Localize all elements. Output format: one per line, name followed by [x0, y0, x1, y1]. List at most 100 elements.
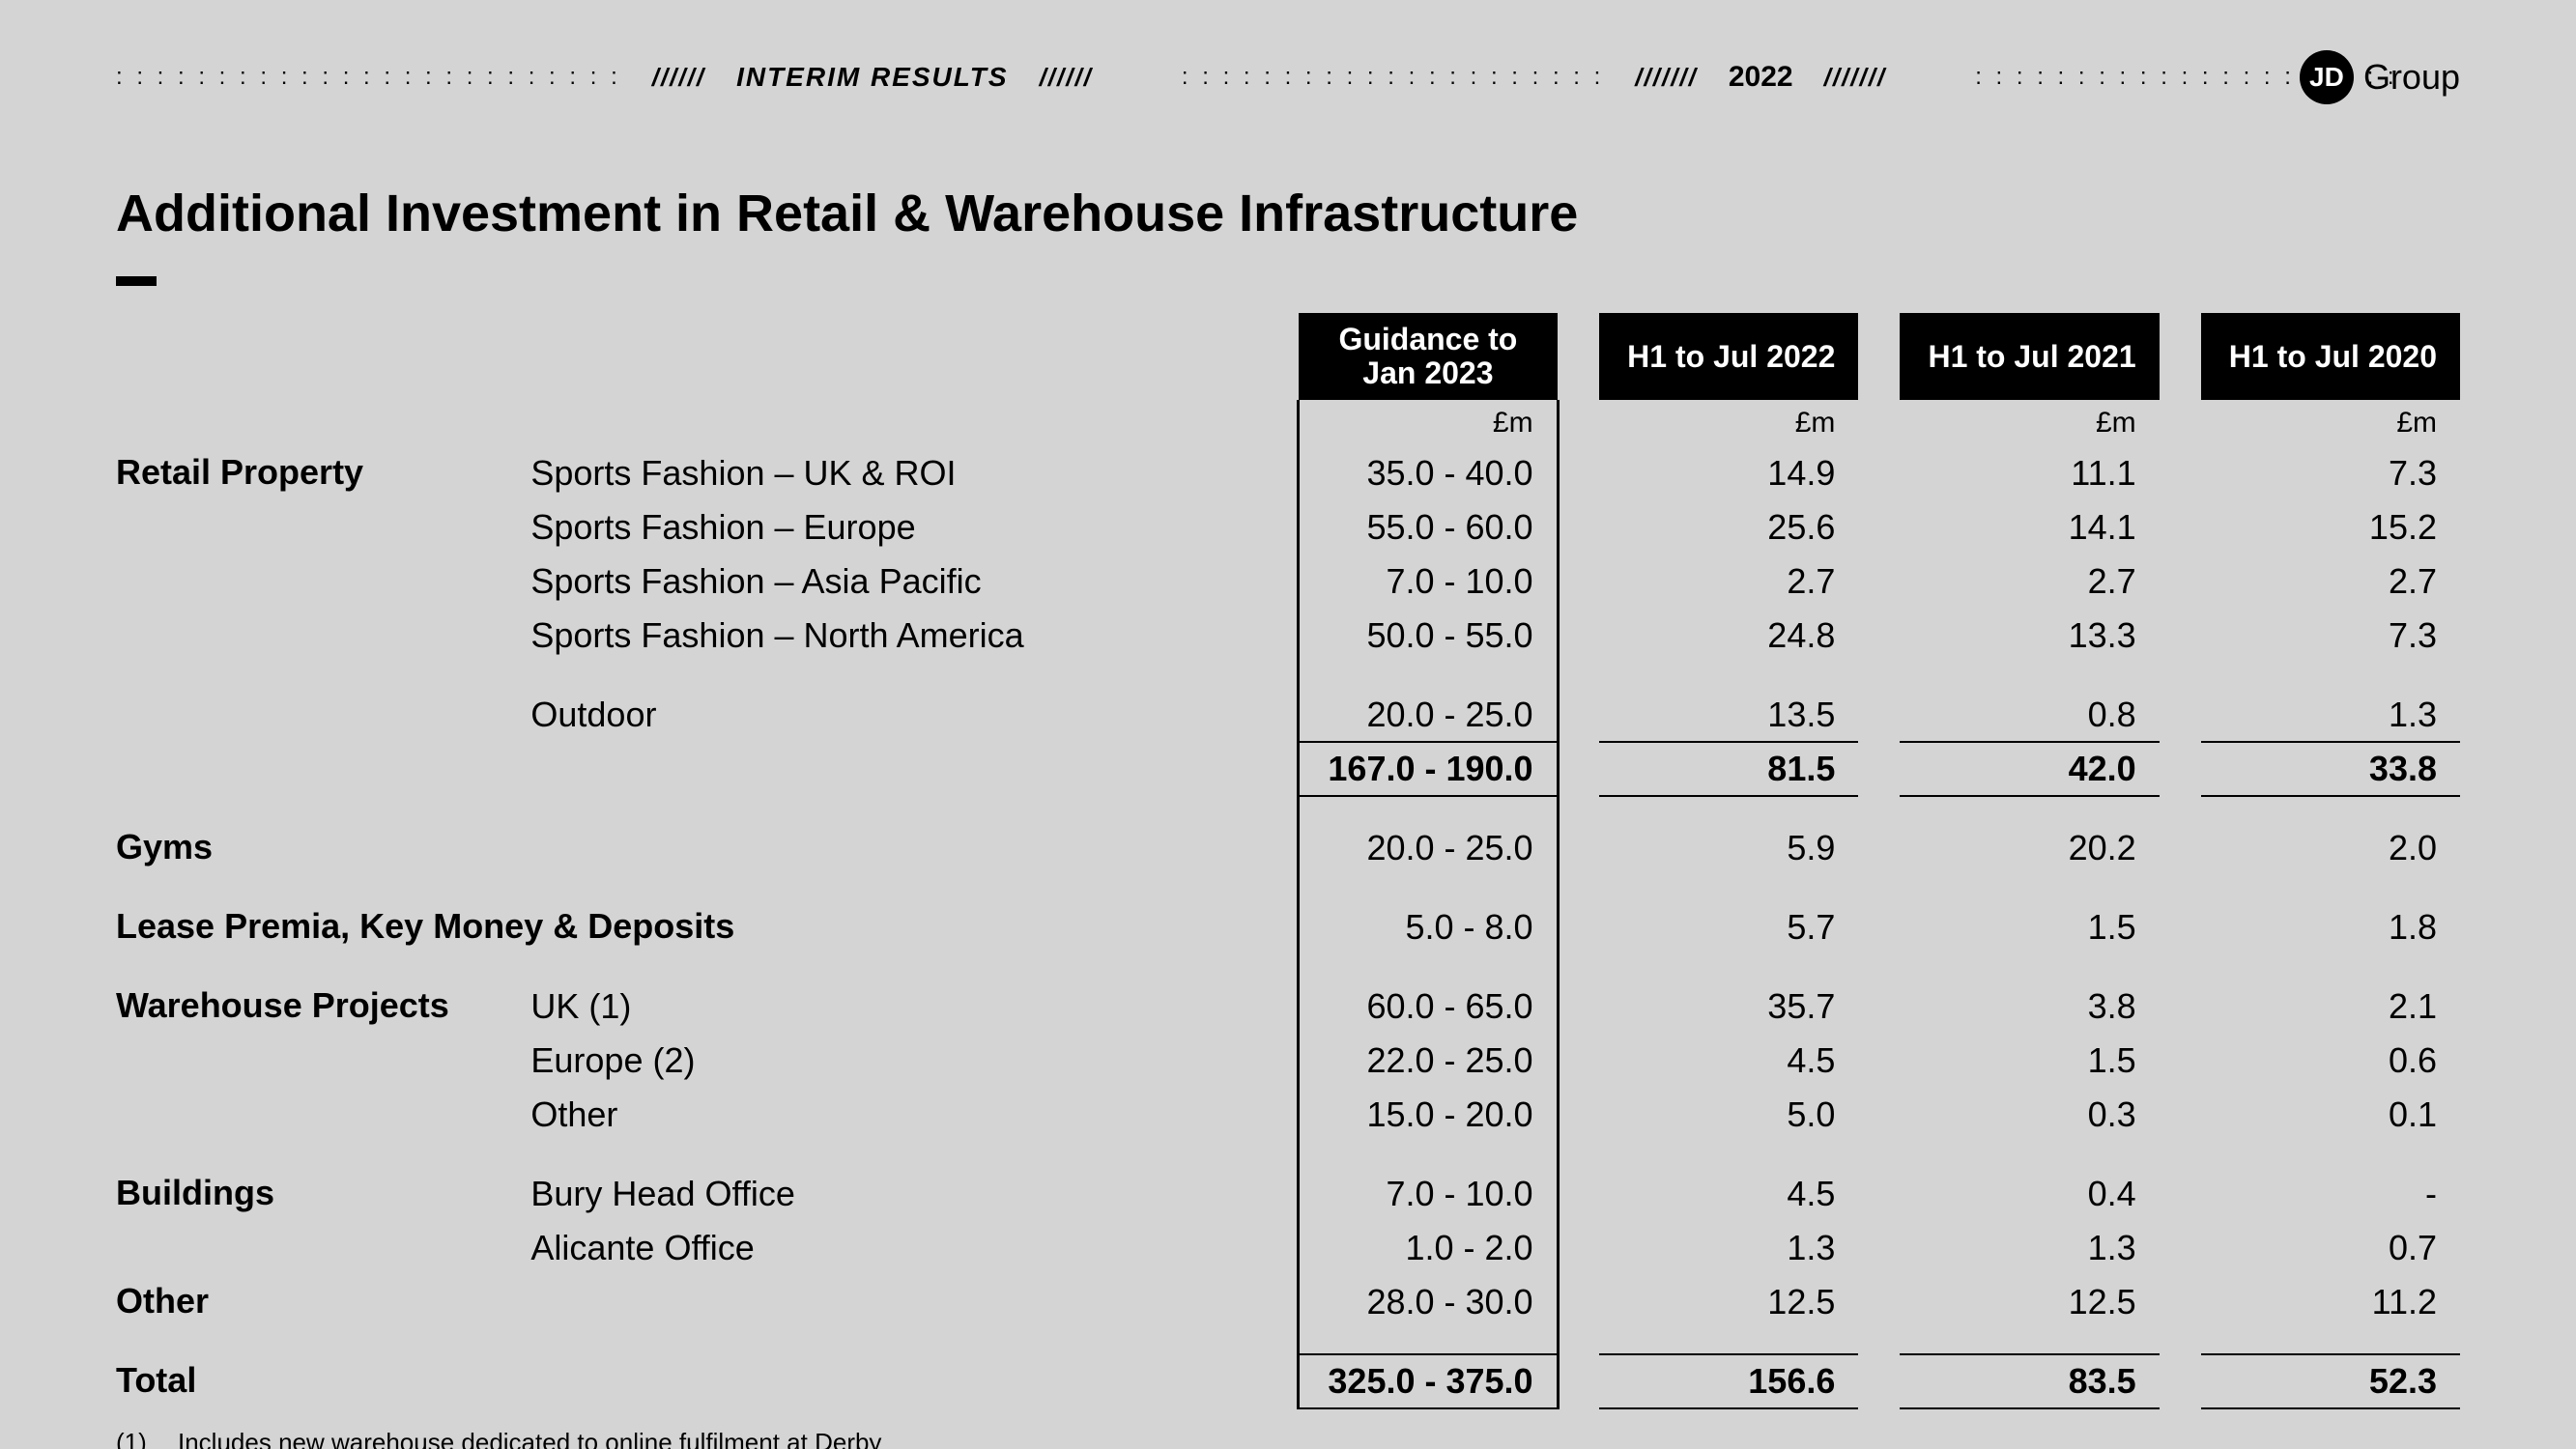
row-label: Europe (2)	[530, 1034, 1298, 1088]
cell: 0.3	[1900, 1088, 2159, 1142]
total-label: Total	[116, 1354, 530, 1408]
cell: 35.7	[1599, 980, 1858, 1034]
decoration-dots: : : : : : : : : : : : : : : : : : : : : …	[116, 64, 621, 91]
cell: 5.9	[1599, 821, 1858, 875]
category-buildings: Buildings	[116, 1167, 530, 1221]
table-row: Other 28.0 - 30.0 12.5 12.5 11.2	[116, 1275, 2460, 1329]
cell: 7.3	[2201, 446, 2460, 500]
row-label: Sports Fashion – Asia Pacific	[530, 554, 1298, 609]
header-band: : : : : : : : : : : : : : : : : : : : : …	[116, 39, 2460, 116]
category-warehouse: Warehouse Projects	[116, 980, 530, 1034]
cell: 22.0 - 25.0	[1299, 1034, 1558, 1088]
cell: 7.0 - 10.0	[1299, 1167, 1558, 1221]
row-label: Outdoor	[530, 688, 1298, 742]
cell: 13.3	[1900, 609, 2159, 663]
cell: 83.5	[1900, 1354, 2159, 1408]
row-label: Other	[530, 1088, 1298, 1142]
cell: 0.4	[1900, 1167, 2159, 1221]
decoration-slashes: //////	[621, 63, 736, 93]
cell: 15.0 - 20.0	[1299, 1088, 1558, 1142]
cell: 325.0 - 375.0	[1299, 1354, 1558, 1408]
cell: 5.0 - 8.0	[1299, 900, 1558, 954]
footnote-number: (1)	[116, 1427, 164, 1449]
footnotes: (1) Includes new warehouse dedicated to …	[116, 1427, 2460, 1449]
subtotal-row: 167.0 - 190.0 81.5 42.0 33.8	[116, 742, 2460, 796]
col-header-2020: H1 to Jul 2020	[2201, 313, 2460, 400]
unit-2021: £m	[1900, 400, 2159, 446]
logo-text: Group	[2363, 57, 2460, 98]
cell: 1.3	[1599, 1221, 1858, 1275]
cell: 0.8	[1900, 688, 2159, 742]
table-row: Other 15.0 - 20.0 5.0 0.3 0.1	[116, 1088, 2460, 1142]
row-label: UK (1)	[530, 980, 1298, 1034]
cell: 3.8	[1900, 980, 2159, 1034]
col-header-2022: H1 to Jul 2022	[1599, 313, 1858, 400]
cell: 167.0 - 190.0	[1299, 742, 1558, 796]
unit-guidance: £m	[1299, 400, 1558, 446]
slide: : : : : : : : : : : : : : : : : : : : : …	[0, 0, 2576, 1449]
row-label: Sports Fashion – North America	[530, 609, 1298, 663]
jd-logo-icon: JD	[2300, 50, 2354, 104]
cell: 55.0 - 60.0	[1299, 500, 1558, 554]
cell: 12.5	[1900, 1275, 2159, 1329]
decoration-slashes: //////	[1009, 63, 1124, 93]
cell: 2.7	[2201, 554, 2460, 609]
unit-row: £m £m £m £m	[116, 400, 2460, 446]
table-row: Sports Fashion – North America 50.0 - 55…	[116, 609, 2460, 663]
title-underline	[116, 276, 157, 286]
row-label: Sports Fashion – UK & ROI	[530, 446, 1298, 500]
cell: 81.5	[1599, 742, 1858, 796]
total-row: Total 325.0 - 375.0 156.6 83.5 52.3	[116, 1354, 2460, 1408]
table-row: Retail Property Sports Fashion – UK & RO…	[116, 446, 2460, 500]
table-header-row: Guidance to Jan 2023 H1 to Jul 2022 H1 t…	[116, 313, 2460, 400]
cell: -	[2201, 1167, 2460, 1221]
footnote-1: (1) Includes new warehouse dedicated to …	[116, 1427, 2460, 1449]
cell: 20.0 - 25.0	[1299, 821, 1558, 875]
table-row: Buildings Bury Head Office 7.0 - 10.0 4.…	[116, 1167, 2460, 1221]
cell: 156.6	[1599, 1354, 1858, 1408]
row-label: Sports Fashion – Europe	[530, 500, 1298, 554]
table-row: Alicante Office 1.0 - 2.0 1.3 1.3 0.7	[116, 1221, 2460, 1275]
category-other: Other	[116, 1275, 530, 1329]
table-row: Sports Fashion – Asia Pacific 7.0 - 10.0…	[116, 554, 2460, 609]
cell: 1.8	[2201, 900, 2460, 954]
table-row: Gyms 20.0 - 25.0 5.9 20.2 2.0	[116, 821, 2460, 875]
table-row: Lease Premia, Key Money & Deposits 5.0 -…	[116, 900, 2460, 954]
cell: 1.0 - 2.0	[1299, 1221, 1558, 1275]
header-label: INTERIM RESULTS	[736, 62, 1008, 93]
cell: 35.0 - 40.0	[1299, 446, 1558, 500]
cell: 0.6	[2201, 1034, 2460, 1088]
col-header-2021: H1 to Jul 2021	[1900, 313, 2159, 400]
cell: 2.7	[1599, 554, 1858, 609]
cell: 1.3	[1900, 1221, 2159, 1275]
cell: 1.5	[1900, 900, 2159, 954]
cell: 33.8	[2201, 742, 2460, 796]
decoration-dots: : : : : : : : : : : : : : : : : : : : : …	[1182, 64, 1604, 91]
decoration-slashes: ///////	[1604, 63, 1729, 93]
cell: 60.0 - 65.0	[1299, 980, 1558, 1034]
investment-table: Guidance to Jan 2023 H1 to Jul 2022 H1 t…	[116, 313, 2460, 1409]
cell: 1.3	[2201, 688, 2460, 742]
table-row: Outdoor 20.0 - 25.0 13.5 0.8 1.3	[116, 688, 2460, 742]
page-title: Additional Investment in Retail & Wareho…	[116, 184, 2460, 243]
cell: 4.5	[1599, 1034, 1858, 1088]
row-label: Alicante Office	[530, 1221, 1298, 1275]
col-header-guidance: Guidance to Jan 2023	[1299, 313, 1558, 400]
cell: 2.0	[2201, 821, 2460, 875]
cell: 15.2	[2201, 500, 2460, 554]
cell: 50.0 - 55.0	[1299, 609, 1558, 663]
cell: 52.3	[2201, 1354, 2460, 1408]
table-row: Sports Fashion – Europe 55.0 - 60.0 25.6…	[116, 500, 2460, 554]
header-year: 2022	[1729, 61, 1793, 94]
cell: 42.0	[1900, 742, 2159, 796]
unit-2020: £m	[2201, 400, 2460, 446]
brand-logo: JD Group	[2300, 50, 2460, 104]
row-label: Bury Head Office	[530, 1167, 1298, 1221]
category-lease: Lease Premia, Key Money & Deposits	[116, 900, 1299, 954]
cell: 2.7	[1900, 554, 2159, 609]
cell: 1.5	[1900, 1034, 2159, 1088]
cell: 4.5	[1599, 1167, 1858, 1221]
decoration-slashes: ///////	[1793, 63, 1918, 93]
unit-2022: £m	[1599, 400, 1858, 446]
footnote-text: Includes new warehouse dedicated to onli…	[178, 1427, 881, 1449]
